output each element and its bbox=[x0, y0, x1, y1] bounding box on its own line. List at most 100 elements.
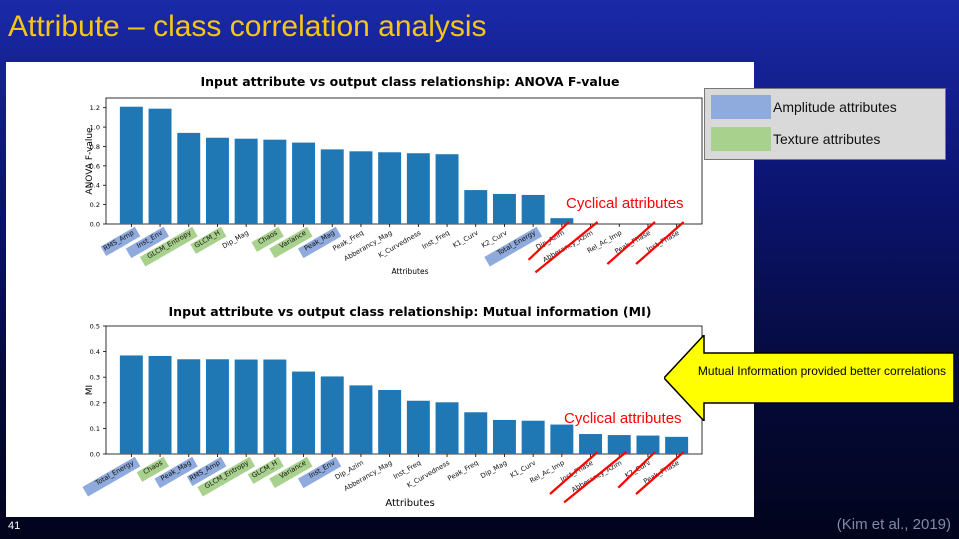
anova-bar bbox=[234, 138, 258, 224]
anova-chart-title: Input attribute vs output class relation… bbox=[200, 74, 619, 89]
legend-label-amplitude: Amplitude attributes bbox=[773, 99, 897, 115]
mi-bar bbox=[378, 390, 402, 454]
anova-bar bbox=[119, 106, 143, 224]
anova-ytick-label: 0.6 bbox=[90, 162, 100, 170]
callout-arrow bbox=[664, 335, 954, 421]
mi-ytick-label: 0.0 bbox=[90, 451, 100, 459]
anova-xtick-label: Inst_Freq bbox=[421, 229, 451, 251]
mi-bar bbox=[292, 371, 316, 454]
anova-ytick-label: 0.2 bbox=[90, 201, 100, 209]
mi-bar bbox=[464, 412, 488, 454]
mi-xtick-highlight-amplitude bbox=[82, 456, 141, 497]
anova-ylabel: ANOVA F-value bbox=[85, 127, 95, 195]
mi-xtick-highlight-amplitude bbox=[186, 456, 227, 487]
mi-bar bbox=[119, 355, 143, 454]
legend-item-amplitude: Amplitude attributes bbox=[711, 95, 939, 119]
anova-xtick-label: Dip_Mag bbox=[221, 229, 250, 251]
mi-cyclical-strike bbox=[563, 451, 627, 504]
citation: (Kim et al., 2019) bbox=[836, 516, 951, 533]
anova-bar bbox=[435, 154, 459, 224]
anova-bar bbox=[263, 139, 287, 224]
mi-ytick-label: 0.3 bbox=[90, 374, 100, 382]
anova-chart: Input attribute vs output class relation… bbox=[85, 74, 703, 276]
mi-xtick-highlight-texture bbox=[247, 456, 284, 484]
anova-xtick-highlight-texture bbox=[251, 226, 284, 252]
anova-xtick-highlight-amplitude bbox=[125, 226, 170, 259]
mi-bar bbox=[349, 385, 373, 454]
mi-bar bbox=[607, 435, 631, 454]
anova-bar bbox=[177, 132, 201, 224]
anova-xtick-highlight-amplitude bbox=[297, 226, 342, 259]
legend-swatch-texture bbox=[711, 127, 771, 151]
anova-cyclical-strike bbox=[606, 221, 656, 265]
mi-bar bbox=[177, 359, 201, 454]
anova-xtick-highlight-amplitude bbox=[484, 226, 543, 267]
mi-xtick-highlight-texture bbox=[136, 456, 170, 482]
mi-bar bbox=[665, 436, 689, 454]
mi-bar bbox=[435, 402, 459, 454]
anova-bar bbox=[349, 151, 373, 224]
mi-cyclical-annotation: Cyclical attributes bbox=[564, 410, 682, 427]
legend: Amplitude attributes Texture attributes bbox=[704, 88, 946, 160]
anova-bar bbox=[406, 153, 430, 224]
mi-xtick-label: Peak_Freq bbox=[446, 459, 480, 483]
anova-bar bbox=[205, 137, 229, 224]
mi-ytick-label: 0.5 bbox=[90, 323, 100, 331]
callout-text: Mutual Information provided better corre… bbox=[697, 364, 947, 378]
mi-xtick-label: Dip_Mag bbox=[479, 459, 508, 481]
anova-bar bbox=[378, 152, 402, 224]
mi-bar bbox=[234, 359, 258, 454]
mi-bar bbox=[148, 355, 172, 454]
mi-xtick-label: Total_Energy bbox=[93, 459, 135, 488]
anova-xtick-highlight-texture bbox=[269, 226, 313, 259]
anova-bar bbox=[464, 190, 488, 224]
anova-bar bbox=[550, 218, 574, 224]
mi-cyclical-strike bbox=[549, 451, 599, 495]
page-number: 41 bbox=[8, 520, 21, 532]
mi-bar bbox=[492, 419, 516, 454]
anova-ytick-label: 1.0 bbox=[90, 124, 100, 132]
anova-xlabel: Attributes bbox=[391, 267, 428, 276]
slide-title: Attribute – class correlation analysis bbox=[8, 10, 487, 43]
anova-xtick-label: K1_Curv bbox=[451, 229, 479, 250]
anova-xtick-highlight-texture bbox=[190, 226, 227, 254]
mi-ytick-label: 0.1 bbox=[90, 425, 100, 433]
mi-xtick-highlight-amplitude bbox=[297, 456, 342, 489]
anova-cyclical-annotation: Cyclical attributes bbox=[566, 195, 684, 212]
chart-panel: Input attribute vs output class relation… bbox=[6, 62, 754, 517]
anova-cyclical-strike bbox=[534, 221, 599, 274]
anova-bar bbox=[320, 149, 344, 224]
mi-ytick-label: 0.4 bbox=[90, 348, 100, 356]
anova-xtick-highlight-texture bbox=[139, 226, 198, 267]
anova-bar bbox=[148, 108, 172, 224]
mi-bar bbox=[636, 435, 660, 454]
anova-xtick-highlight-amplitude bbox=[100, 226, 141, 257]
anova-bar bbox=[292, 142, 316, 224]
anova-ytick-label: 1.2 bbox=[90, 104, 100, 112]
mi-cyclical-strike bbox=[635, 451, 685, 495]
mi-xtick-highlight-amplitude bbox=[154, 456, 198, 489]
mi-chart: Input attribute vs output class relation… bbox=[82, 304, 703, 509]
mi-xtick-highlight-texture bbox=[269, 456, 313, 489]
mi-bar bbox=[263, 359, 287, 454]
mi-bar bbox=[579, 434, 603, 454]
mi-ylabel: MI bbox=[85, 385, 95, 395]
legend-item-texture: Texture attributes bbox=[711, 127, 939, 151]
mi-bar bbox=[521, 420, 545, 454]
anova-bar bbox=[521, 194, 545, 224]
legend-swatch-amplitude bbox=[711, 95, 771, 119]
charts-canvas: Input attribute vs output class relation… bbox=[82, 74, 703, 509]
mi-bar bbox=[550, 424, 574, 454]
mi-bar bbox=[205, 359, 229, 454]
anova-ytick-label: 0.8 bbox=[90, 143, 100, 151]
anova-ytick-label: 0.4 bbox=[90, 182, 100, 190]
mi-chart-title: Input attribute vs output class relation… bbox=[169, 304, 652, 319]
mi-bar bbox=[406, 400, 430, 454]
anova-bar bbox=[492, 193, 516, 224]
legend-label-texture: Texture attributes bbox=[773, 131, 881, 147]
mi-ytick-label: 0.2 bbox=[90, 399, 100, 407]
mi-xlabel: Attributes bbox=[385, 498, 434, 509]
anova-axes-frame bbox=[105, 97, 703, 225]
mi-xtick-highlight-texture bbox=[197, 456, 256, 497]
anova-ytick-label: 0.0 bbox=[90, 221, 100, 229]
